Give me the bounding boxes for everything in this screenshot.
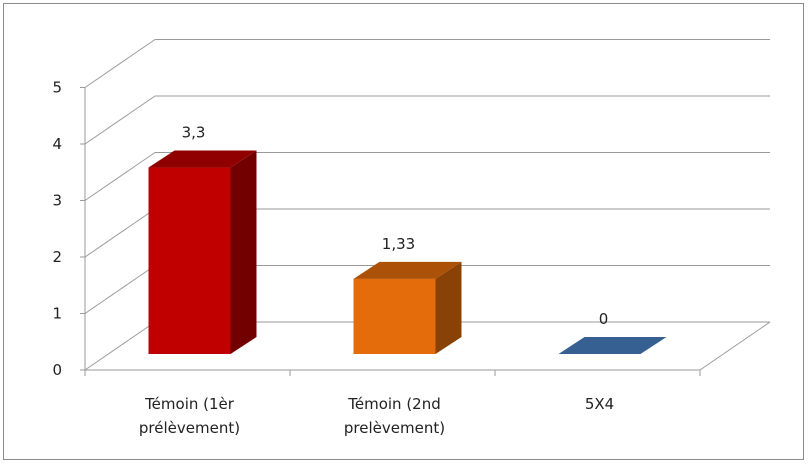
x-category-label: 5X4 — [585, 395, 614, 413]
y-tick-label: 3 — [52, 192, 62, 210]
gridline-side — [84, 321, 156, 371]
y-tick-label: 0 — [52, 361, 62, 379]
x-category-label: Témoin (1èr — [144, 395, 235, 413]
x-category-label: prélèvement) — [139, 419, 240, 437]
data-label: 1,33 — [382, 235, 415, 253]
x-category-label: prelèvement) — [344, 419, 445, 437]
x-category-label: Témoin (2nd — [347, 395, 441, 413]
data-label: 0 — [599, 310, 609, 328]
chart-frame — [3, 3, 804, 460]
bar-top — [148, 150, 257, 168]
gridline-side — [84, 152, 156, 201]
bar-top — [353, 261, 462, 279]
y-tick-label: 2 — [52, 248, 62, 266]
bar-side — [435, 261, 462, 354]
y-tick-label: 4 — [52, 135, 62, 153]
floor-right-edge — [699, 321, 771, 371]
bar — [353, 278, 436, 354]
y-tick-label: 1 — [52, 305, 62, 323]
y-tick-label: 5 — [52, 79, 62, 97]
bar-top — [558, 337, 667, 354]
bar-side — [230, 150, 257, 354]
gridline-side — [84, 208, 156, 258]
gridline-side — [84, 39, 156, 88]
gridline-side — [84, 95, 156, 145]
data-label: 3,3 — [182, 124, 206, 142]
gridline-side — [84, 265, 156, 314]
bar — [148, 167, 231, 354]
